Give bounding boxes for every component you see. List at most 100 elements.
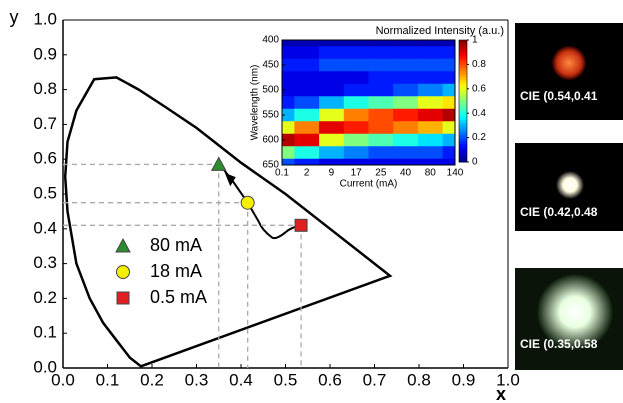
heat-cell — [368, 108, 394, 122]
heat-cell — [417, 46, 444, 60]
heat-cell — [282, 108, 295, 122]
x-tick-label: 17 — [351, 168, 363, 179]
colorbar-step — [459, 107, 467, 111]
photo-glow — [552, 46, 586, 80]
heat-cell — [442, 96, 456, 110]
heat-cell — [319, 46, 345, 60]
heatmap-frame — [281, 39, 456, 166]
heat-cell — [393, 58, 419, 72]
colorbar-step — [459, 116, 467, 120]
heat-cell — [294, 133, 320, 147]
heat-cell — [393, 46, 419, 60]
y-axis-label: y — [10, 7, 19, 27]
heat-cell — [319, 158, 345, 166]
heat-cell — [417, 121, 444, 135]
x-tick-label: 0.8 — [407, 370, 431, 389]
colorbar-step — [459, 67, 467, 71]
heat-cell — [294, 146, 320, 160]
colorbar-step — [459, 91, 467, 96]
photo-glow — [556, 171, 584, 199]
colorbar-step — [459, 113, 467, 117]
x-tick-label: 0.0 — [51, 370, 75, 389]
colorbar-step — [459, 149, 467, 154]
colorbar-step — [459, 137, 467, 142]
heat-cell — [282, 96, 295, 110]
heat-cell — [282, 71, 295, 85]
y-tick-label: 0.5 — [33, 183, 57, 202]
heat-cell — [343, 71, 369, 85]
y-tick-label: 650 — [262, 160, 279, 171]
heat-cell — [343, 121, 369, 135]
legend-label: 0.5 mA — [150, 287, 207, 307]
heat-cell — [417, 133, 444, 147]
heat-cell — [294, 71, 320, 85]
colorbar-label: 0.8 — [472, 59, 486, 70]
heat-cell — [343, 158, 369, 166]
heat-cell — [368, 96, 394, 110]
heat-cell — [368, 133, 394, 147]
heat-cell — [417, 108, 444, 122]
trajectory — [223, 169, 302, 240]
photo-glow — [537, 274, 613, 350]
y-tick-label: 450 — [262, 60, 279, 71]
heat-cell — [319, 146, 345, 160]
heat-cell — [393, 108, 419, 122]
heat-cell — [368, 58, 394, 72]
heat-cell — [319, 83, 345, 97]
heat-cell — [282, 146, 295, 160]
point — [210, 156, 227, 171]
colorbar-frame — [458, 39, 468, 163]
y-tick-label: 0.3 — [33, 253, 57, 272]
legend-label: 80 mA — [150, 235, 202, 255]
colorbar-step — [459, 128, 467, 132]
x-tick-label: 40 — [400, 168, 412, 179]
colorbar-step — [459, 110, 467, 114]
x-tick-label: 0.5 — [274, 370, 298, 389]
colorbar-step — [459, 155, 467, 160]
heat-cell — [343, 83, 369, 97]
heatmap-ylabel: Wavelength (nm) — [250, 65, 261, 141]
heat-cell — [343, 58, 369, 72]
colorbar-step — [459, 158, 467, 163]
colorbar-step — [459, 152, 467, 157]
heat-cell — [282, 40, 295, 47]
y-tick-label: 0.7 — [33, 114, 57, 133]
heat-cell — [294, 158, 320, 166]
heat-cell — [417, 40, 444, 47]
colorbar-step — [459, 94, 467, 99]
colorbar-step — [459, 119, 467, 123]
heat-cell — [282, 133, 295, 147]
y-tick-label: 550 — [262, 110, 279, 121]
photo-label: CIE (0.42,0.48 — [520, 205, 598, 219]
heat-cell — [368, 146, 394, 160]
y-tick-label: 600 — [262, 135, 279, 146]
heat-cell — [442, 121, 456, 135]
heat-cell — [417, 58, 444, 72]
colorbar-step — [459, 76, 467, 81]
colorbar-step — [459, 52, 467, 56]
colorbar-step — [459, 97, 467, 102]
point — [294, 218, 308, 232]
point — [240, 195, 255, 210]
colorbar-step — [459, 46, 467, 50]
legend-marker — [116, 265, 130, 279]
cie-locus — [63, 76, 393, 368]
heat-cell — [282, 46, 295, 60]
y-tick-label: 0.0 — [33, 357, 57, 376]
x-tick-label: 0.3 — [185, 370, 209, 389]
heat-cell — [368, 71, 394, 85]
heat-cell — [294, 58, 320, 72]
heat-cell — [393, 158, 419, 166]
colorbar-label: 0.2 — [472, 132, 486, 143]
heat-cell — [368, 46, 394, 60]
colorbar-step — [459, 58, 467, 62]
heat-cell — [319, 58, 345, 72]
colorbar-step — [459, 43, 467, 47]
photo-label: CIE (0.54,0.41 — [520, 89, 598, 103]
y-tick-label: 0.4 — [33, 218, 57, 237]
colorbar-step — [459, 140, 467, 145]
heat-cell — [442, 133, 456, 147]
colorbar-step — [459, 85, 467, 90]
